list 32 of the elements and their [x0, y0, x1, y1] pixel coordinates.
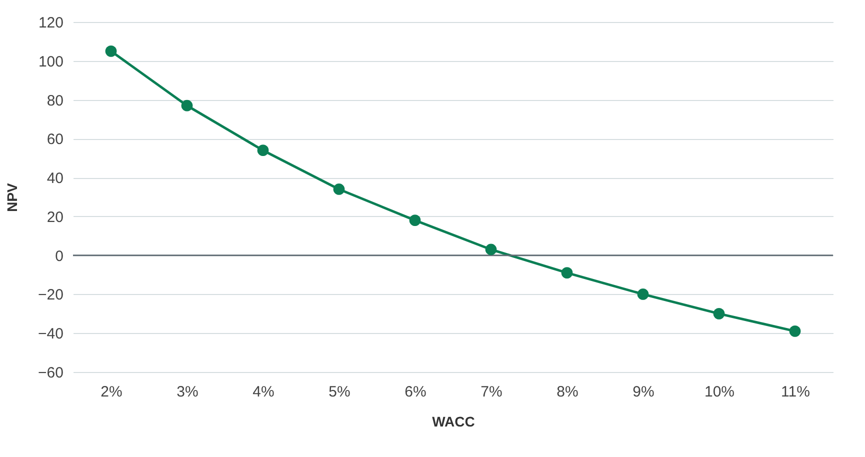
- y-tick-label: 120: [38, 14, 64, 32]
- y-tick-label: −60: [38, 364, 64, 382]
- x-tick-label: 8%: [556, 384, 578, 400]
- y-tick-label: 60: [46, 131, 64, 148]
- point: [333, 184, 345, 195]
- x-tick-label: 9%: [632, 384, 654, 400]
- x-tick-label: 3%: [176, 384, 198, 400]
- y-tick-label: 80: [46, 92, 64, 110]
- x-tick-label: 5%: [328, 384, 350, 400]
- x-tick-label: 10%: [704, 384, 735, 400]
- x-tick-label: 2%: [100, 384, 122, 400]
- point: [181, 100, 193, 112]
- point: [257, 144, 269, 156]
- point: [561, 267, 573, 279]
- y-tick-label: 100: [38, 53, 64, 70]
- y-tick-label: −40: [38, 326, 64, 343]
- point: [637, 288, 649, 300]
- y-tick-label: 0: [55, 248, 64, 265]
- x-axis-title: WACC: [432, 414, 475, 430]
- x-tick-label: 7%: [480, 384, 502, 400]
- y-tick-label: 20: [46, 208, 64, 226]
- x-tick-label: 11%: [781, 384, 810, 400]
- point: [485, 244, 497, 256]
- point: [713, 308, 725, 320]
- y-axis-title: NPV: [4, 182, 20, 212]
- point: [409, 214, 421, 226]
- x-tick-label: 6%: [404, 384, 426, 400]
- x-tick-label: 4%: [252, 384, 274, 400]
- point: [105, 45, 117, 57]
- y-tick-label: 40: [46, 170, 64, 188]
- point: [789, 325, 801, 337]
- y-tick-label: −20: [38, 286, 64, 304]
